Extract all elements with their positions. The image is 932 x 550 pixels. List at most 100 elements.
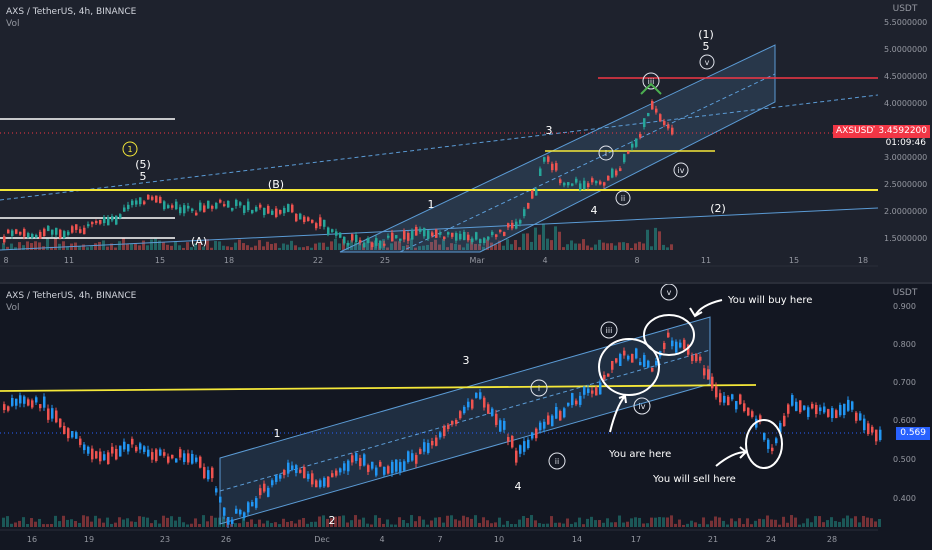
top-wave-label-B: (B) [268, 178, 284, 191]
top-candle [183, 205, 186, 214]
bottom-candle [299, 469, 302, 473]
top-candle [251, 209, 254, 214]
bottom-volume-bar [674, 523, 677, 527]
top-volume-bar [26, 241, 29, 250]
bottom-volume-bar [858, 522, 861, 527]
bottom-volume-bar [522, 516, 525, 527]
bottom-candle [843, 403, 846, 416]
bottom-volume-bar [798, 524, 801, 527]
bottom-volume-bar [438, 517, 441, 527]
top-candle [3, 236, 6, 243]
bottom-wave-label-i-circle [530, 379, 548, 397]
top-volume-bar [386, 247, 389, 250]
top-candle [71, 226, 74, 233]
top-candle [671, 127, 674, 135]
top-volume-bar [602, 242, 605, 250]
bottom-candle [875, 429, 878, 442]
top-candle [631, 143, 634, 148]
bottom-candle [663, 342, 666, 350]
top-volume-bar [330, 241, 333, 250]
bottom-candle [635, 348, 638, 359]
top-currency-label: USDT [892, 4, 918, 14]
top-candle [611, 168, 614, 178]
bottom-candle [243, 512, 246, 518]
bottom-candle [55, 410, 58, 423]
top-candle [239, 202, 242, 206]
top-candle [95, 221, 98, 224]
bottom-candle [359, 458, 362, 467]
bottom-volume-bar [90, 521, 93, 527]
bottom-candle [339, 468, 342, 473]
top-wave-label-iii-circle [642, 72, 660, 90]
top-y-tick: 2.0000000 [884, 207, 927, 216]
bottom-candle [179, 449, 182, 458]
top-volume-bar [154, 238, 157, 250]
bottom-volume-bar [622, 522, 625, 527]
top-y-tick: 5.0000000 [884, 45, 927, 54]
bottom-volume-bar [614, 522, 617, 527]
bottom-volume-bar [810, 522, 813, 527]
bottom-candle [135, 446, 138, 452]
bottom-candle [23, 396, 26, 404]
bottom-candle [743, 403, 746, 412]
bottom-volume-bar [642, 523, 645, 527]
bottom-x-tick: 19 [84, 535, 94, 544]
top-volume-bar [538, 234, 541, 250]
bottom-candle [823, 406, 826, 413]
top-candle [283, 207, 286, 214]
bottom-volume-bar [510, 524, 513, 527]
bottom-volume-bar [550, 516, 553, 527]
bottom-volume-bar [478, 522, 481, 527]
top-x-tick: 11 [701, 256, 711, 265]
bottom-candle [523, 441, 526, 452]
bottom-candle [599, 382, 602, 395]
bottom-volume-bar [874, 521, 877, 527]
top-volume-bar [106, 246, 109, 250]
bottom-volume-bar [34, 521, 37, 527]
bottom-candle [43, 396, 46, 408]
top-candle [399, 238, 402, 241]
top-candle [351, 234, 354, 241]
bottom-volume-bar [270, 523, 273, 527]
bottom-volume-bar [422, 519, 425, 527]
top-volume-bar [514, 239, 517, 250]
bottom-candle [239, 509, 242, 515]
bottom-chart-panel[interactable]: 0.900 0.800 0.700 0.600 0.500 0.400 16 19 23 26 De… [0, 284, 932, 550]
top-volume-bar [622, 242, 625, 250]
top-candle [499, 229, 502, 232]
bottom-volume-bar [170, 516, 173, 527]
top-volume-bar [22, 245, 25, 250]
bottom-volume-bar [22, 517, 25, 527]
top-chart-canvas[interactable]: 5.50000005.00000004.50000004.00000003.50… [0, 0, 932, 282]
top-x-tick: 18 [224, 256, 234, 265]
bottom-candle [199, 456, 202, 468]
top-volume-bar [458, 244, 461, 250]
top-candle [91, 222, 94, 225]
bottom-annotation-buy: You will buy here [727, 295, 812, 306]
bottom-x-tick: 14 [572, 535, 582, 544]
top-volume-bar [254, 245, 257, 250]
bottom-candle [95, 451, 98, 459]
top-wave-label-5: 5 [703, 40, 710, 53]
top-candle [75, 224, 78, 230]
top-volume-bar [414, 247, 417, 250]
bottom-volume-bar [78, 522, 81, 527]
top-chart-panel[interactable]: 5.50000005.00000004.50000004.00000003.50… [0, 0, 932, 282]
bottom-candle [447, 424, 450, 429]
bottom-volume-bar [414, 521, 417, 527]
bottom-volume-bar [782, 516, 785, 527]
bottom-volume-bar [66, 519, 69, 527]
bottom-candle [671, 340, 674, 347]
top-volume-bar [162, 242, 165, 250]
bottom-volume-bar [598, 520, 601, 527]
bottom-volume-bar [162, 515, 165, 527]
bottom-volume-bar [730, 518, 733, 527]
bottom-candle [783, 415, 786, 427]
bottom-candle [123, 441, 126, 450]
bottom-volume-bar [734, 521, 737, 527]
top-volume-bar [586, 245, 589, 250]
bottom-candle [171, 454, 174, 459]
bottom-volume-bar [330, 518, 333, 527]
bottom-candle [267, 487, 270, 497]
